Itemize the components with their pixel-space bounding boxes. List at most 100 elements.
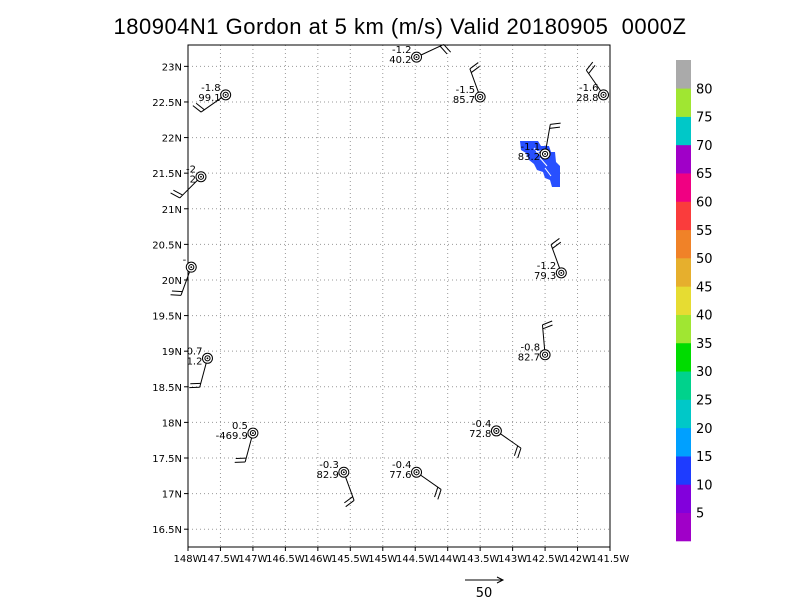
wind-barb-feather	[437, 489, 442, 500]
wind-barb-feather	[550, 122, 561, 125]
colorbar-label: 30	[696, 365, 713, 380]
colorbar-bin	[676, 399, 691, 429]
station: -1.585.7	[453, 62, 486, 106]
wind-barb-shaft	[244, 437, 253, 463]
wind-barb-shaft	[180, 271, 191, 296]
station-dot	[190, 266, 193, 269]
colorbar-label: 40	[696, 309, 713, 324]
station-inner-ring	[541, 351, 549, 358]
station-dot	[415, 56, 418, 59]
lat-tick-label: 16.5N	[152, 525, 182, 536]
colorbar-bin	[676, 88, 691, 117]
colorbar-bin	[676, 342, 691, 372]
wind-barb-shaft	[585, 69, 602, 92]
station-dot	[200, 175, 202, 178]
station-inner-ring	[249, 429, 257, 437]
wind-barb-feather	[439, 45, 448, 55]
station-inner-ring	[188, 264, 195, 271]
wind-barb-feather	[170, 294, 182, 296]
station-bottom-value: 85.7	[453, 95, 475, 106]
lat-tick-label: 21N	[162, 205, 182, 216]
colorbar-label: 80	[696, 82, 713, 97]
colorbar-bin	[676, 427, 691, 457]
station-top-value: 0.5	[232, 421, 248, 432]
station-plots: -1.240.2-1.899.1-1.585.7-1.628.8-1.183.2…	[170, 43, 610, 508]
station-top-value: -1.2	[392, 45, 412, 56]
colorbar-bin	[676, 229, 691, 259]
lon-tick-label: 141.5W	[591, 554, 630, 565]
station: -1.240.2	[389, 43, 452, 66]
lon-tick-label: 144.5W	[396, 554, 435, 565]
station-bottom-value: 82.7	[518, 353, 540, 364]
wind-barb-shaft	[541, 324, 546, 350]
station-top-value: -1.1	[521, 142, 541, 153]
wind-barb-feather	[345, 500, 355, 508]
station-dot	[252, 432, 254, 434]
station-dot	[544, 153, 546, 155]
colorbar-label: 10	[696, 478, 713, 493]
station-dot	[479, 96, 482, 98]
lon-tick-label: 148W	[174, 554, 203, 565]
colorbar-bin	[676, 484, 691, 514]
blob-barb	[544, 167, 552, 177]
station-top-value: -0.3	[319, 460, 339, 471]
station-inner-ring	[477, 93, 484, 101]
lat-tick-label: 19.5N	[152, 312, 182, 323]
station-top-value: -0.8	[521, 343, 541, 354]
station: -1.628.8	[576, 61, 610, 104]
blob-barb	[539, 157, 548, 167]
wind-barb-feather	[170, 192, 181, 199]
station-bottom-value: 77.6	[389, 470, 411, 481]
wind-barb-shaft	[199, 363, 207, 388]
reference-vector: 50	[465, 576, 505, 600]
station-dot	[342, 471, 345, 474]
colorbar-label: 75	[696, 111, 713, 126]
wind-barb-feather	[549, 126, 561, 129]
wind-barb-feather	[542, 320, 553, 326]
station-bottom-value: 40.2	[389, 55, 411, 66]
station-inner-ring	[413, 469, 420, 476]
wind-barb-feather	[171, 290, 183, 293]
colorbar-label: 25	[696, 394, 713, 409]
station-dot	[544, 353, 546, 356]
station-dot	[495, 430, 498, 432]
station-dot	[224, 93, 227, 96]
station-top-value: -0.4	[472, 419, 492, 430]
lat-tick-label: 18.5N	[152, 383, 182, 394]
lon-tick-label: 146.5W	[266, 554, 305, 565]
lat-tick-label: 20.5N	[152, 240, 182, 251]
colorbar: 5 10 15 20 25 30 35 40 45 50 55 60 65 70 75 80	[676, 60, 713, 542]
colorbar-bin	[676, 60, 691, 89]
station-inner-ring	[204, 355, 211, 362]
lon-tick-label: 142.5W	[526, 554, 565, 565]
lon-tick-label: 142W	[563, 554, 592, 565]
colorbar-bin	[676, 456, 691, 485]
colorbar-label: 35	[696, 337, 713, 352]
station: -0.382.9	[317, 460, 355, 508]
lon-tick-label: 147.5W	[201, 554, 240, 565]
station-inner-ring	[197, 173, 205, 180]
station: 0.5-469.9	[216, 421, 259, 463]
wind-barb-feather	[517, 447, 522, 459]
wind-barb-feather	[344, 496, 354, 504]
wind-barb-shaft	[200, 97, 222, 113]
lat-tick-label: 17N	[162, 490, 182, 501]
wind-barb-feather	[513, 445, 519, 456]
station-top-value: -	[183, 255, 187, 266]
colorbar-bin	[676, 371, 691, 400]
station-top-value: 0.7	[187, 346, 203, 357]
station-bottom-value: 82.9	[317, 470, 339, 481]
wind-barb-feather	[195, 102, 205, 111]
station-bottom-value: 1.2	[187, 356, 203, 367]
wind-barb-feather	[550, 238, 560, 246]
station: -	[170, 255, 197, 296]
wind-barb-feather	[434, 486, 439, 498]
colorbar-bin	[676, 144, 691, 174]
lat-tick-label: 20N	[162, 276, 182, 287]
lat-tick-label: 18N	[162, 418, 182, 429]
colorbar-label: 5	[696, 507, 704, 522]
plot-frame	[187, 44, 611, 548]
reference-vector-label: 50	[476, 586, 493, 600]
colorbar-label: 60	[696, 195, 713, 210]
